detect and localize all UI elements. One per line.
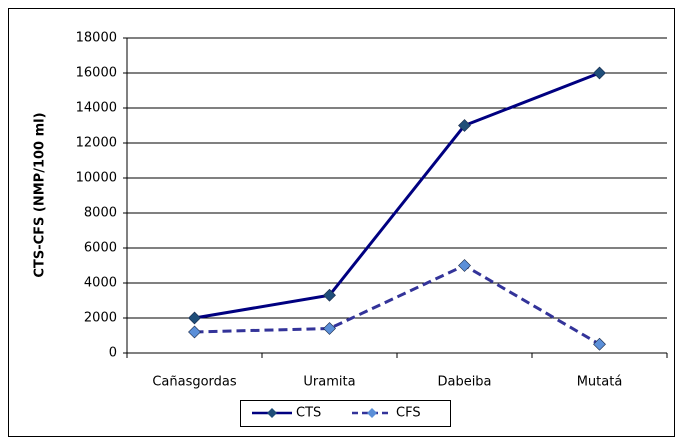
y-tick-label: 4000 — [84, 276, 117, 291]
legend-marker — [267, 408, 277, 418]
y-tick-label: 16000 — [76, 66, 117, 81]
legend-label: CFS — [396, 406, 421, 421]
y-tick-label: 2000 — [84, 311, 117, 326]
data-point — [323, 322, 336, 335]
x-tick-label: Mutatá — [577, 375, 623, 390]
y-tick-label: 10000 — [76, 171, 117, 186]
y-tick-label: 18000 — [76, 31, 117, 46]
y-axis-label: CTS-CFS (NMP/100 ml) — [33, 112, 48, 277]
data-point — [593, 66, 606, 80]
data-point — [188, 325, 201, 339]
data-point — [593, 337, 606, 351]
x-tick-label: Uramita — [303, 375, 355, 390]
data-point — [188, 311, 201, 325]
series-line — [194, 263, 601, 346]
data-point — [323, 288, 336, 302]
y-tick-label: 8000 — [84, 206, 117, 221]
x-tick-label: Cañasgordas — [152, 375, 237, 390]
y-tick-label: 12000 — [76, 136, 117, 151]
y-tick-label: 6000 — [84, 241, 117, 256]
data-point — [458, 259, 471, 272]
chart-frame — [8, 8, 675, 437]
data-point — [458, 119, 471, 132]
legend-marker — [367, 408, 377, 418]
y-tick-label: 14000 — [76, 101, 117, 116]
x-tick-label: Dabeiba — [437, 375, 491, 390]
legend-label: CTS — [296, 406, 321, 421]
y-tick-label: 0 — [109, 346, 117, 361]
series-line — [194, 71, 601, 320]
